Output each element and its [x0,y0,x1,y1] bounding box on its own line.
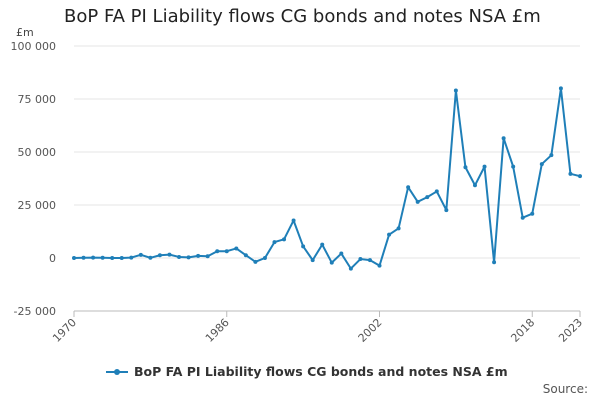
data-point[interactable] [167,252,172,257]
gridlines [74,45,580,312]
y-axis-tick-labels: -25 000 0 25 000 50 000 75 000 100 000 [11,40,57,318]
y-tick-label: 50 000 [18,146,57,159]
x-tick-label: 1970 [50,316,79,345]
data-point[interactable] [406,185,411,190]
x-axis-tick-labels: 1970 1986 2002 2018 2023 [50,316,585,345]
y-tick-label: -25 000 [14,305,56,318]
data-point[interactable] [367,258,372,263]
data-point[interactable] [444,208,449,213]
data-point[interactable] [253,259,258,264]
chart-title: BoP FA PI Liability flows CG bonds and n… [64,6,541,27]
data-point[interactable] [272,240,277,245]
data-point[interactable] [196,253,201,258]
data-point[interactable] [100,255,105,260]
y-tick-label: 0 [49,252,56,265]
legend-series-label: BoP FA PI Liability flows CG bonds and n… [134,364,508,379]
x-tick-label: 2023 [556,316,585,345]
data-point[interactable] [110,256,115,260]
x-axis [73,310,581,317]
data-point[interactable] [215,249,220,254]
data-point[interactable] [453,88,458,93]
data-point[interactable] [320,242,325,247]
data-point[interactable] [501,136,506,141]
data-point[interactable] [396,226,401,231]
data-point[interactable] [301,244,306,249]
x-tick-label: 2018 [508,316,537,345]
series-layer [72,86,582,271]
data-point[interactable] [72,256,76,260]
data-point[interactable] [434,189,439,194]
data-point[interactable] [463,165,468,170]
y-tick-label: 75 000 [18,93,57,106]
data-point[interactable] [511,164,516,169]
data-point[interactable] [387,232,392,237]
data-point[interactable] [157,253,162,258]
y-axis-unit-label: £m [16,26,34,39]
legend[interactable]: BoP FA PI Liability flows CG bonds and n… [106,364,508,379]
y-tick-label: 100 000 [11,40,57,53]
data-point[interactable] [262,256,267,260]
data-point[interactable] [329,260,334,265]
data-point[interactable] [377,263,382,268]
series-line [73,87,581,270]
data-point[interactable] [482,164,487,169]
x-tick-label: 2002 [356,316,385,345]
y-tick-label: 25 000 [18,199,57,212]
legend-series-swatch-icon [106,367,128,377]
data-point[interactable] [520,215,525,220]
data-point[interactable] [282,237,287,242]
data-point[interactable] [205,254,210,259]
data-point[interactable] [492,260,497,265]
data-point[interactable] [578,174,582,179]
x-tick-label: 1986 [203,316,232,345]
data-point[interactable] [472,183,477,188]
data-point[interactable] [530,211,535,216]
data-point[interactable] [558,86,563,91]
data-point[interactable] [243,253,248,258]
data-point[interactable] [425,195,430,200]
data-point[interactable] [138,252,143,257]
data-point[interactable] [129,255,134,260]
data-point[interactable] [358,257,363,262]
data-point[interactable] [119,256,124,260]
data-point[interactable] [91,255,96,260]
data-point[interactable] [177,254,182,259]
data-point[interactable] [148,255,153,260]
data-point[interactable] [186,255,191,260]
data-point[interactable] [224,249,229,254]
legend-dot [114,368,120,375]
data-point[interactable] [234,246,239,251]
data-point[interactable] [348,266,353,271]
data-point[interactable] [415,199,420,204]
data-point[interactable] [568,171,573,176]
source-label: Source: [542,382,588,396]
data-point[interactable] [539,162,544,167]
data-point[interactable] [339,251,344,256]
data-point[interactable] [549,153,554,158]
data-point[interactable] [81,255,86,260]
data-point[interactable] [310,258,315,263]
data-point[interactable] [291,218,296,223]
